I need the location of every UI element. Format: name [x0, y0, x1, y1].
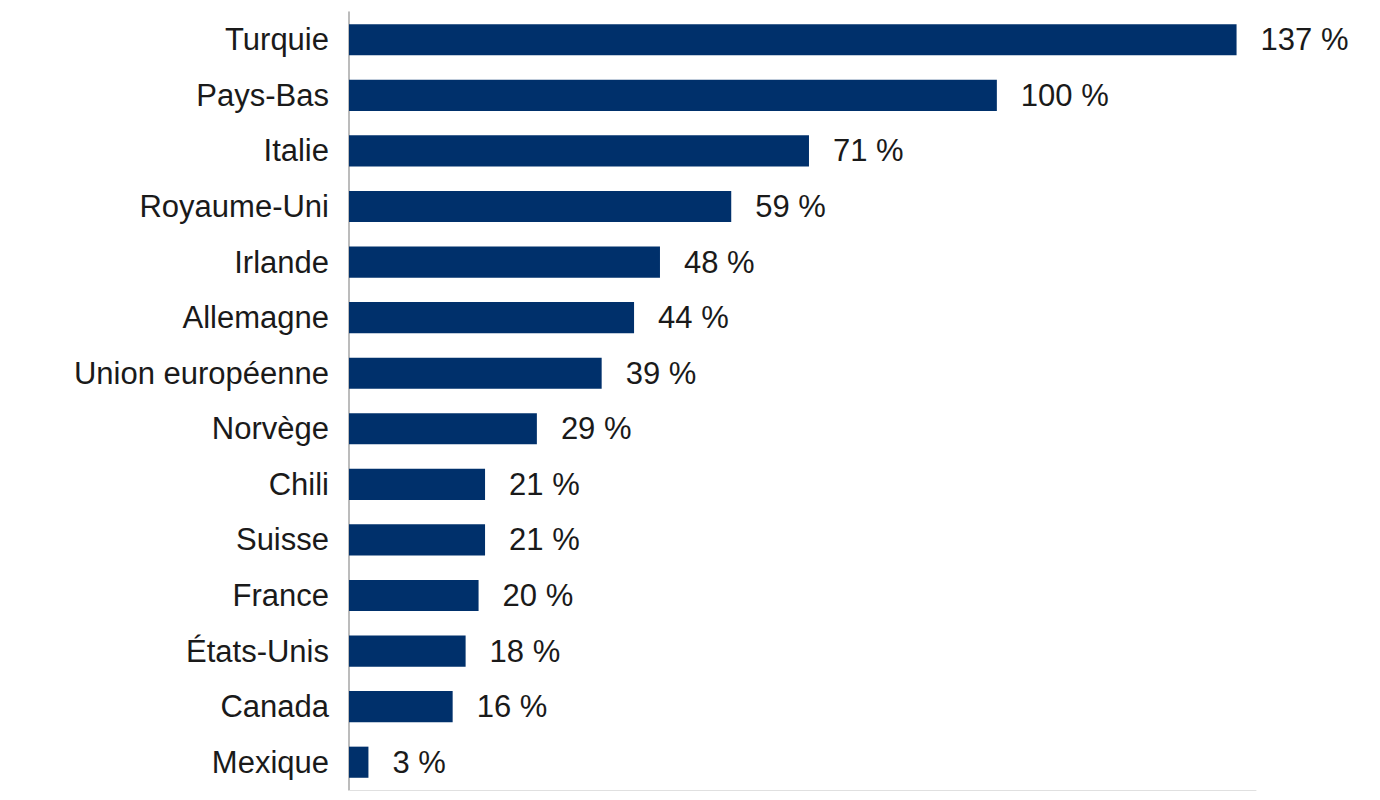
svg-text:Chili: Chili: [269, 467, 329, 502]
svg-text:3 %: 3 %: [392, 745, 445, 780]
svg-text:18 %: 18 %: [490, 634, 561, 669]
svg-text:29 %: 29 %: [561, 411, 632, 446]
svg-text:Allemagne: Allemagne: [183, 300, 329, 335]
svg-text:20 %: 20 %: [503, 578, 574, 613]
svg-text:États-Unis: États-Unis: [186, 634, 329, 669]
svg-text:21 %: 21 %: [509, 467, 580, 502]
svg-text:48 %: 48 %: [684, 245, 755, 280]
svg-text:Canada: Canada: [220, 689, 329, 724]
svg-text:Pays-Bas: Pays-Bas: [196, 78, 329, 113]
svg-text:39 %: 39 %: [626, 356, 697, 391]
svg-text:Italie: Italie: [264, 133, 329, 168]
svg-text:59 %: 59 %: [755, 189, 826, 224]
svg-text:16 %: 16 %: [477, 689, 548, 724]
svg-text:Turquie: Turquie: [225, 22, 329, 57]
svg-text:100 %: 100 %: [1021, 78, 1109, 113]
svg-text:Royaume-Uni: Royaume-Uni: [139, 189, 329, 224]
svg-text:71 %: 71 %: [833, 133, 904, 168]
svg-text:France: France: [233, 578, 329, 613]
svg-text:Norvège: Norvège: [212, 411, 329, 446]
svg-text:Mexique: Mexique: [212, 745, 329, 780]
svg-text:137 %: 137 %: [1261, 22, 1349, 57]
svg-text:Suisse: Suisse: [236, 522, 329, 557]
svg-text:21 %: 21 %: [509, 522, 580, 557]
svg-text:44 %: 44 %: [658, 300, 729, 335]
svg-text:Irlande: Irlande: [234, 245, 329, 280]
svg-text:Union européenne: Union européenne: [74, 356, 329, 391]
